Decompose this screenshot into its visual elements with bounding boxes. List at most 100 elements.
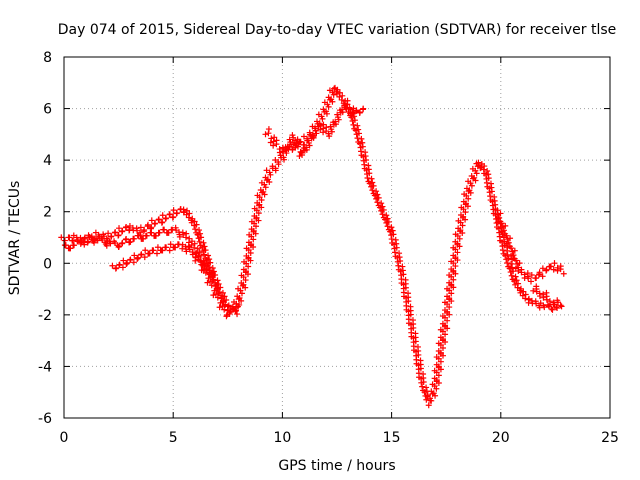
data-point-marker	[137, 224, 144, 231]
x-tick-label: 10	[273, 430, 291, 446]
data-point-marker	[143, 232, 150, 239]
data-point-marker	[214, 286, 220, 293]
data-point-marker	[341, 102, 348, 109]
data-point-marker	[154, 244, 161, 251]
data-point-marker	[256, 201, 263, 208]
data-point-marker	[192, 257, 199, 264]
data-point-marker	[197, 242, 204, 249]
data-point-marker	[71, 242, 78, 249]
data-point-marker	[487, 197, 494, 204]
data-point-marker	[123, 224, 130, 231]
data-point-marker	[463, 200, 470, 207]
data-point-marker	[488, 188, 495, 195]
data-point-marker	[66, 234, 73, 241]
data-point-marker	[202, 247, 209, 254]
data-point-marker	[131, 235, 138, 242]
data-point-marker	[159, 247, 166, 254]
data-point-marker	[416, 374, 423, 381]
data-point-marker	[286, 136, 293, 143]
data-point-marker	[296, 139, 303, 146]
data-point-marker	[384, 215, 391, 222]
data-point-marker	[411, 347, 418, 354]
data-point-marker	[280, 154, 287, 161]
y-tick-label: 8	[43, 50, 52, 66]
data-point-marker	[202, 255, 209, 262]
data-point-marker	[452, 263, 459, 270]
data-point-marker	[444, 301, 451, 308]
data-point-marker	[113, 265, 120, 272]
data-point-marker	[363, 156, 370, 163]
data-point-marker	[306, 129, 313, 136]
data-point-marker	[327, 123, 334, 130]
data-point-marker	[468, 182, 475, 189]
data-point-marker	[245, 247, 252, 254]
data-point-marker	[152, 220, 159, 227]
data-point-marker	[351, 125, 358, 132]
data-point-marker	[446, 295, 453, 302]
data-point-marker	[127, 256, 134, 263]
data-point-marker	[146, 250, 153, 257]
data-point-marker	[420, 378, 427, 385]
data-point-marker	[265, 130, 272, 137]
data-point-marker	[448, 290, 455, 297]
data-point-marker	[551, 301, 558, 308]
data-point-marker	[444, 325, 451, 332]
data-point-marker	[510, 268, 517, 275]
data-point-marker	[380, 206, 387, 213]
data-point-marker	[490, 210, 497, 217]
data-point-marker	[370, 182, 377, 189]
data-point-marker	[557, 302, 564, 309]
data-point-marker	[471, 174, 478, 181]
data-point-marker	[390, 231, 397, 238]
data-point-marker	[266, 178, 273, 185]
data-point-marker	[353, 107, 360, 114]
data-point-marker	[446, 287, 453, 294]
data-point-marker	[262, 131, 269, 138]
data-point-marker	[513, 277, 520, 284]
y-tick-label: 6	[43, 102, 52, 118]
data-point-marker	[504, 251, 511, 258]
data-point-marker	[504, 259, 511, 266]
data-point-marker	[361, 165, 368, 172]
data-point-marker	[516, 287, 523, 294]
data-point-marker	[395, 266, 402, 273]
data-point-marker	[279, 148, 286, 155]
data-point-marker	[505, 239, 512, 246]
data-point-marker	[350, 110, 357, 117]
data-point-marker	[221, 306, 228, 313]
data-point-marker	[509, 276, 516, 283]
data-point-marker	[189, 248, 196, 255]
data-point-marker	[204, 279, 211, 286]
data-point-marker	[366, 170, 373, 177]
data-point-marker	[365, 178, 372, 185]
data-point-marker	[427, 395, 434, 402]
data-point-marker	[380, 214, 387, 221]
data-point-marker	[435, 372, 442, 379]
data-point-marker	[201, 243, 208, 250]
y-tick-label: -2	[38, 308, 52, 324]
data-point-marker	[262, 184, 269, 191]
data-point-marker	[433, 369, 440, 376]
data-point-marker	[359, 139, 366, 146]
data-point-marker	[196, 238, 203, 245]
data-point-marker	[452, 246, 459, 253]
data-point-marker	[194, 245, 201, 252]
data-point-marker	[201, 251, 208, 258]
data-point-marker	[506, 243, 513, 250]
data-point-marker	[518, 266, 525, 273]
data-point-marker	[248, 241, 255, 248]
data-point-marker	[236, 301, 243, 308]
data-point-marker	[533, 288, 540, 295]
data-point-marker	[511, 255, 518, 262]
data-point-marker	[294, 143, 301, 150]
data-point-marker	[209, 274, 216, 281]
data-point-marker	[398, 280, 405, 287]
data-point-marker	[253, 214, 260, 221]
data-point-marker	[375, 202, 382, 209]
data-point-marker	[215, 280, 222, 287]
data-point-marker	[442, 339, 449, 346]
data-point-marker	[473, 170, 480, 177]
data-point-marker	[182, 234, 189, 241]
data-point-marker	[515, 268, 522, 275]
data-point-marker	[166, 211, 173, 218]
